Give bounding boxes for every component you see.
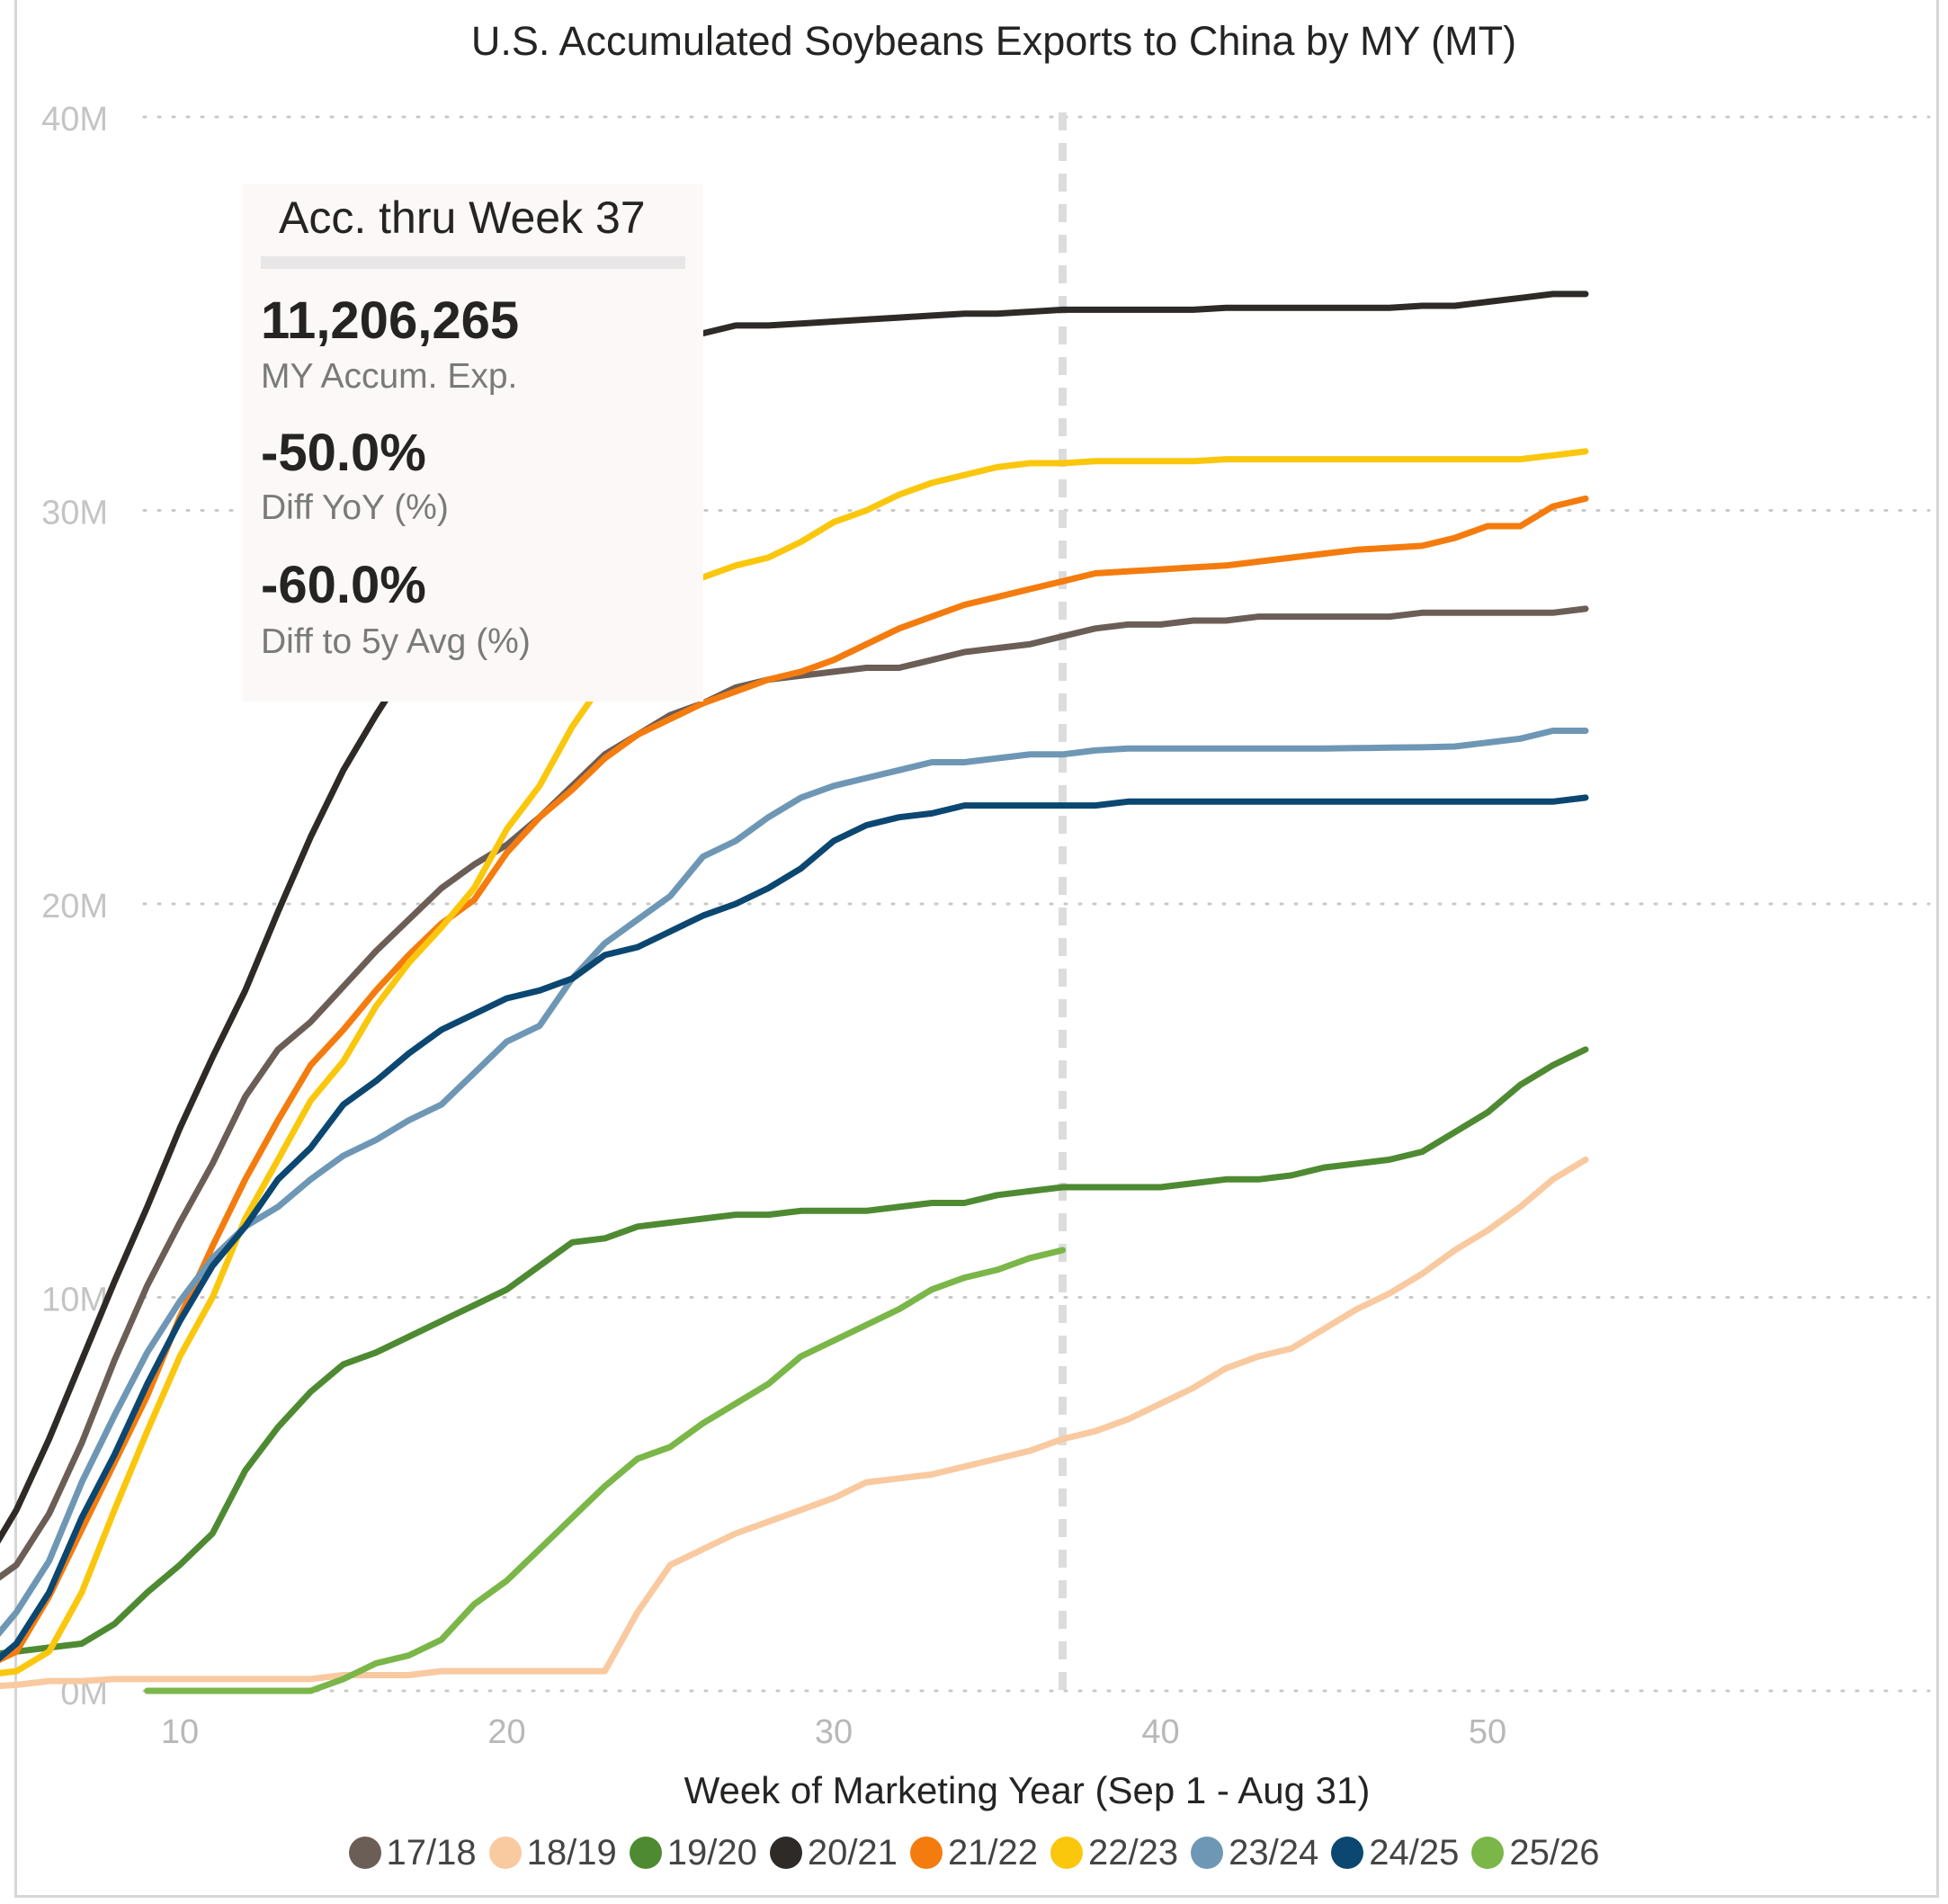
kpi-divider <box>261 256 685 269</box>
series-line-18-19 <box>0 1156 1589 1690</box>
series-line-23-24 <box>0 728 1589 1637</box>
kpi-yoy-value: -50.0% <box>261 424 426 482</box>
legend-label: 21/22 <box>947 1832 1039 1873</box>
series-line-24-25 <box>0 794 1589 1662</box>
kpi-5y-label: Diff to 5y Avg (%) <box>261 622 531 661</box>
legend-marker <box>1331 1837 1364 1869</box>
kpi-5y-value: -60.0% <box>261 556 426 614</box>
legend-item[interactable]: 19/20 <box>629 1832 757 1873</box>
legend-marker <box>769 1837 802 1869</box>
legend-item[interactable]: 21/22 <box>909 1832 1039 1873</box>
legend-marker <box>909 1837 943 1869</box>
series-line-22-23 <box>0 448 1589 1676</box>
y-tick-label: 40M <box>41 101 108 139</box>
series-lines <box>0 291 1589 1694</box>
x-axis-ticks: 10 20 30 40 50 <box>161 1713 1506 1751</box>
series-line-19-20 <box>0 1046 1589 1657</box>
legend-item[interactable]: 22/23 <box>1050 1833 1178 1873</box>
legend-item[interactable]: 24/25 <box>1331 1833 1459 1873</box>
kpi-accum-value: 11,206,265 <box>261 291 520 350</box>
x-axis-label: Week of Marketing Year (Sep 1 - Aug 31) <box>684 1769 1371 1811</box>
series-line-20-21 <box>0 291 1589 1544</box>
legend-label: 19/20 <box>666 1832 757 1873</box>
legend-marker <box>629 1837 662 1869</box>
legend-marker <box>348 1837 381 1869</box>
chart-title: U.S. Accumulated Soybeans Exports to Chi… <box>471 18 1516 64</box>
x-tick-label: 10 <box>161 1713 199 1751</box>
x-tick-label: 20 <box>487 1713 525 1751</box>
kpi-title: Acc. thru Week 37 <box>279 192 646 243</box>
y-tick-label: 30M <box>41 495 108 532</box>
legend-marker <box>488 1837 522 1869</box>
legend-marker <box>1050 1837 1084 1869</box>
legend-label: 18/19 <box>526 1832 617 1873</box>
legend-item[interactable]: 20/21 <box>769 1832 898 1873</box>
grid-lines <box>142 115 1931 1693</box>
chart-frame <box>14 0 1939 1898</box>
legend-label: 20/21 <box>807 1832 898 1873</box>
legend-label: 24/25 <box>1369 1832 1460 1873</box>
kpi-accum-label: MY Accum. Exp. <box>261 357 518 396</box>
legend-item[interactable]: 17/18 <box>348 1832 477 1873</box>
series-line-21-22 <box>0 495 1589 1663</box>
legend-label: 17/18 <box>386 1832 477 1873</box>
legend-item[interactable]: 18/19 <box>488 1832 617 1873</box>
x-tick-label: 50 <box>1469 1713 1506 1751</box>
kpi-card: Acc. thru Week 37 11,206,265 MY Accum. E… <box>243 184 703 702</box>
legend-label: 22/23 <box>1088 1832 1179 1873</box>
legend-item[interactable]: 25/26 <box>1471 1833 1599 1873</box>
legend-label: 23/24 <box>1229 1832 1319 1873</box>
x-tick-label: 30 <box>815 1713 853 1751</box>
legend-marker <box>1471 1837 1505 1869</box>
series-line-17-18 <box>0 605 1589 1581</box>
kpi-yoy-label: Diff YoY (%) <box>261 488 449 527</box>
series-line-25-26 <box>144 1247 1066 1694</box>
legend-label: 25/26 <box>1509 1832 1600 1873</box>
legend: 17/18 18/19 19/20 20/21 21/22 22/23 23/24 24/25… <box>0 1826 1948 1880</box>
legend-item[interactable]: 23/24 <box>1191 1833 1318 1873</box>
y-tick-label: 20M <box>41 888 108 925</box>
legend-marker <box>1191 1837 1224 1869</box>
y-tick-label: 10M <box>41 1282 108 1319</box>
x-tick-label: 40 <box>1141 1713 1179 1751</box>
